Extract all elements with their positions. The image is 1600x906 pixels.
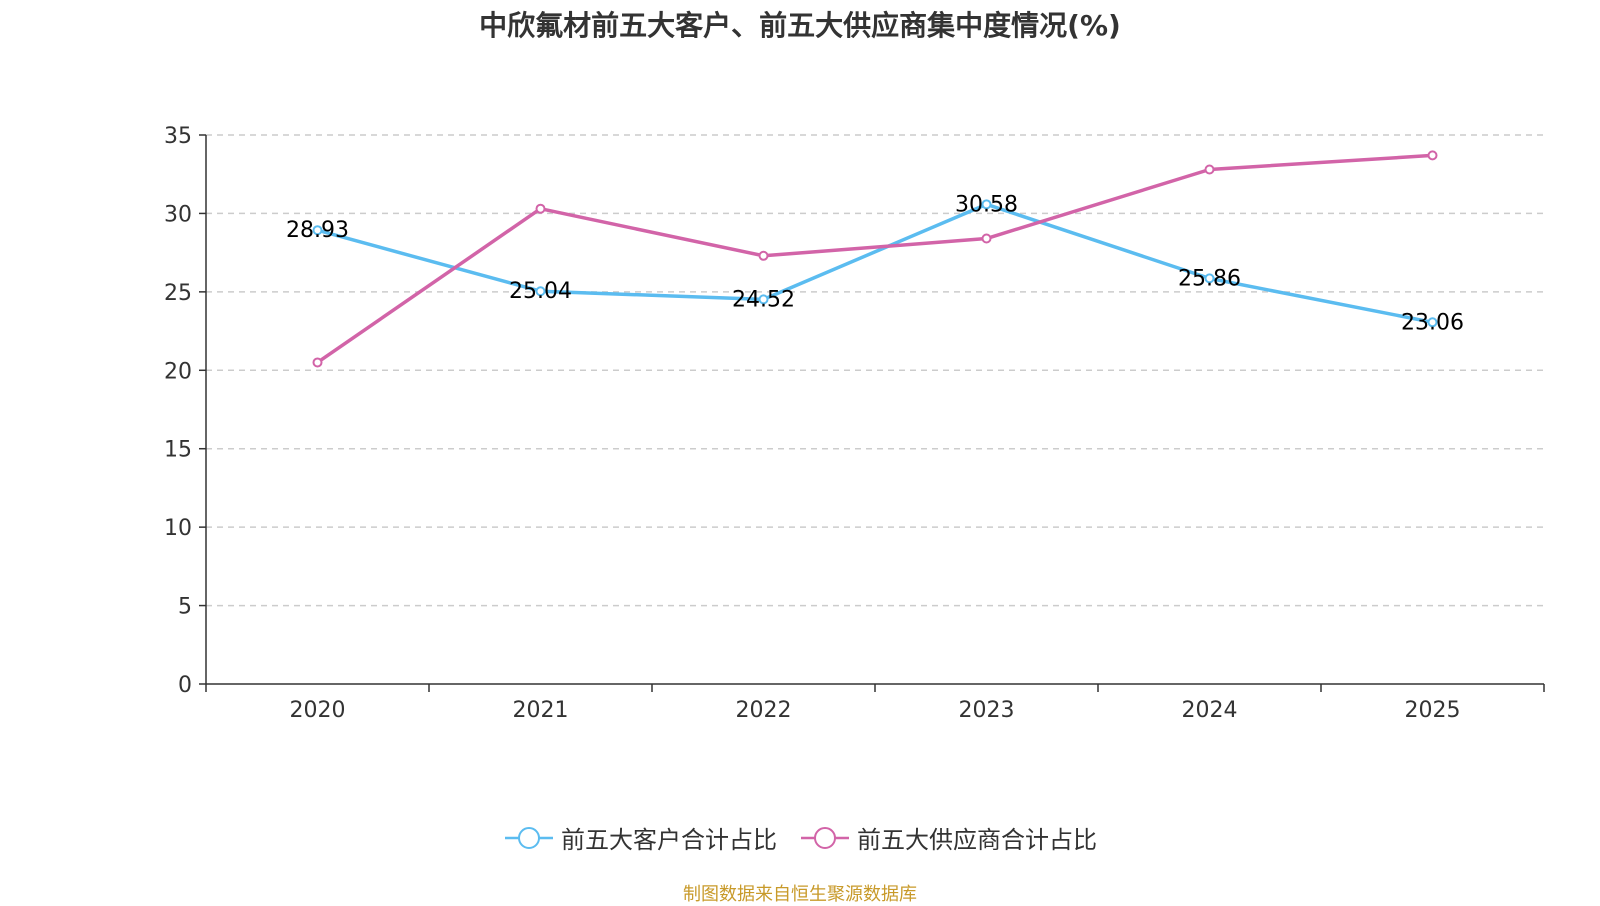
y-tick-label: 5	[178, 595, 192, 620]
series-0-point[interactable]	[981, 199, 992, 210]
series-1-point[interactable]	[758, 250, 769, 261]
series-1-point[interactable]	[535, 203, 546, 214]
series-0-point[interactable]	[312, 225, 323, 236]
x-tick-label: 2020	[290, 698, 346, 723]
data-label: 25.04	[509, 279, 572, 304]
y-tick-label: 30	[164, 202, 192, 227]
legend-swatch-icon	[505, 826, 553, 849]
chart-title: 中欣氟材前五大客户、前五大供应商集中度情况(%)	[479, 9, 1121, 42]
series-1-point[interactable]	[1204, 164, 1215, 175]
series-1-point[interactable]	[312, 357, 323, 368]
gridlines	[206, 134, 1544, 607]
series-0-point[interactable]	[1204, 273, 1215, 284]
series-line-1	[316, 153, 1433, 364]
y-tick-label: 35	[164, 124, 192, 149]
data-labels: 28.93 25.04 24.52 30.58 25.86 23.06	[286, 192, 1464, 335]
series-0-point[interactable]	[758, 294, 769, 305]
series-1-point[interactable]	[1427, 150, 1438, 161]
data-label: 25.86	[1178, 266, 1241, 291]
x-tick-label: 2022	[736, 698, 792, 723]
legend-item-0[interactable]: 前五大客户合计占比	[503, 820, 777, 855]
x-tick-label: 2024	[1182, 698, 1238, 723]
legend-item-1[interactable]: 前五大供应商合计占比	[799, 820, 1097, 855]
x-tick-label: 2025	[1405, 698, 1461, 723]
source-note: 制图数据来自恒生聚源数据库	[683, 884, 917, 905]
series-0-point[interactable]	[1427, 317, 1438, 328]
legend-swatch-icon	[801, 826, 849, 849]
series-line-0	[317, 202, 1433, 325]
series-0-point[interactable]	[535, 286, 546, 297]
legend-label: 前五大供应商合计占比	[857, 826, 1097, 854]
y-tick-label: 15	[164, 438, 192, 463]
data-label: 30.58	[955, 192, 1018, 217]
y-tick-label: 10	[164, 516, 192, 541]
x-tick-label: 2021	[513, 698, 569, 723]
y-tick-label: 20	[164, 359, 192, 384]
series-lines	[312, 150, 1438, 368]
y-tick-label: 25	[164, 281, 192, 306]
y-tick-label: 0	[178, 673, 192, 698]
legend-label: 前五大客户合计占比	[561, 826, 777, 854]
legend: 前五大客户合计占比 前五大供应商合计占比	[0, 820, 1600, 855]
data-label: 23.06	[1401, 310, 1464, 335]
data-label: 28.93	[286, 218, 349, 243]
series-1-point[interactable]	[981, 233, 992, 244]
x-tick-label: 2023	[959, 698, 1015, 723]
data-label: 24.52	[732, 287, 795, 312]
